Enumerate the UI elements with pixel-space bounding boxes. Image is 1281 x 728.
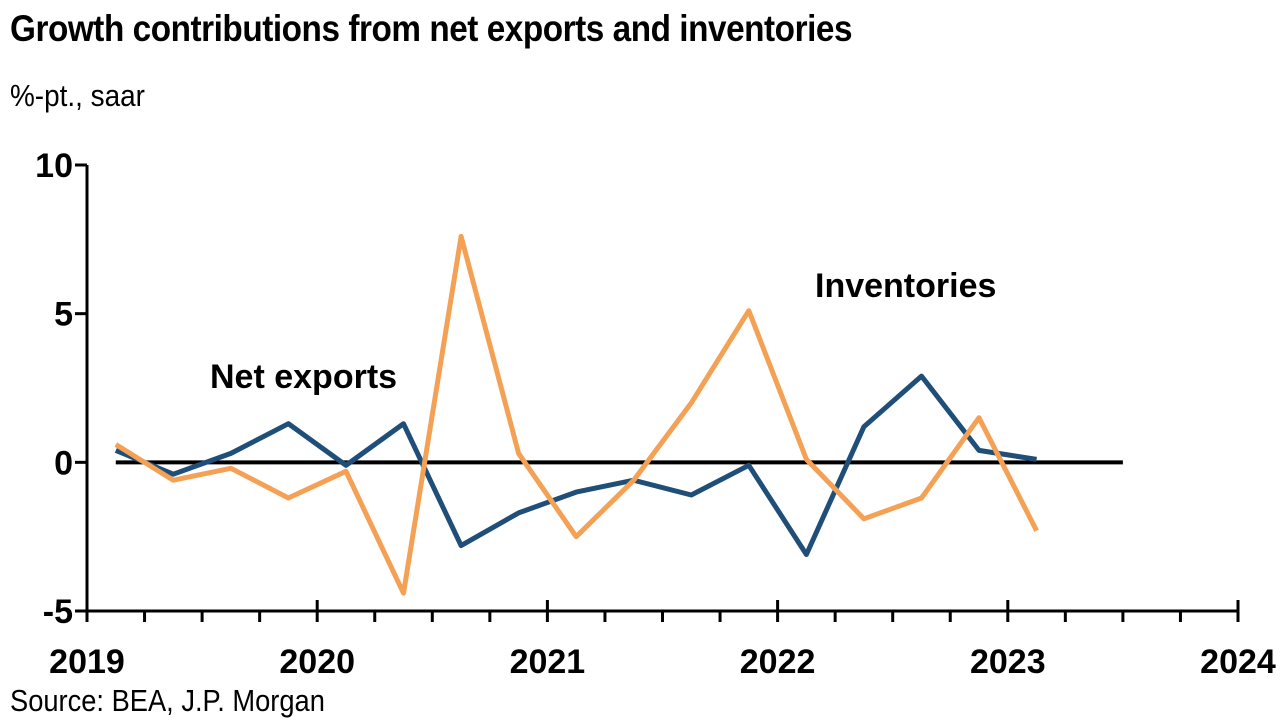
x-tick-label: 2024 xyxy=(1200,643,1276,681)
x-tick-label: 2021 xyxy=(510,643,586,681)
x-tick-label: 2020 xyxy=(279,643,355,681)
chart-subtitle: %-pt., saar xyxy=(10,78,145,113)
y-tick-label: 10 xyxy=(35,147,73,185)
x-tick-label: 2019 xyxy=(49,643,125,681)
series-lines xyxy=(114,233,1039,596)
y-tick-label: 5 xyxy=(54,296,73,334)
x-tick-label: 2023 xyxy=(970,643,1046,681)
y-tick-label: 0 xyxy=(54,444,73,482)
axes: 10 5 0 -5 2019 2020 2021 2022 2023 2024 xyxy=(35,147,1276,681)
annotation-inventories: Inventories xyxy=(815,267,996,305)
annotation-net-exports: Net exports xyxy=(210,358,397,396)
source-note: Source: BEA, J.P. Morgan xyxy=(10,683,325,718)
annotations: Net exports Inventories xyxy=(210,267,996,396)
chart-title: Growth contributions from net exports an… xyxy=(10,8,853,49)
series-line-inventories xyxy=(114,233,1039,596)
series-line-net-exports xyxy=(114,373,1037,557)
x-tick-label: 2022 xyxy=(740,643,816,681)
y-tick-label: -5 xyxy=(43,593,73,631)
